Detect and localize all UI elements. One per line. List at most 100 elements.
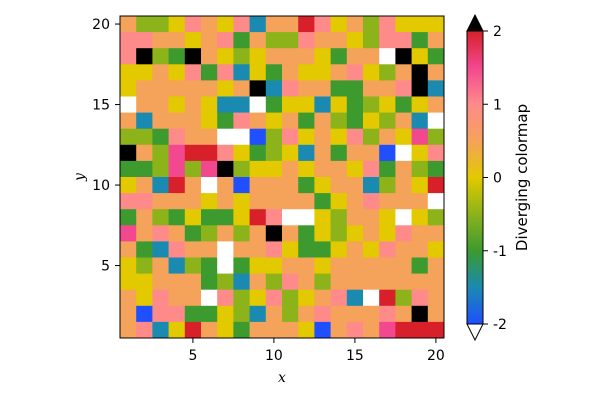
- heatmap-cell: [120, 64, 137, 81]
- heatmap-cell: [395, 225, 412, 242]
- heatmap-cell: [314, 32, 331, 49]
- heatmap-cell: [265, 16, 283, 33]
- heatmap-cell: [346, 64, 364, 81]
- x-tick-label: 15: [346, 348, 364, 364]
- heatmap-cell: [217, 128, 234, 146]
- heatmap-cell: [330, 209, 348, 226]
- heatmap-cell: [184, 80, 202, 97]
- heatmap-cell: [120, 273, 137, 291]
- heatmap-cell: [363, 32, 380, 49]
- heatmap-cell: [168, 96, 186, 113]
- heatmap-cell: [330, 289, 348, 307]
- heatmap-cell: [395, 160, 412, 178]
- heatmap-cell: [427, 177, 445, 194]
- heatmap-cell: [217, 241, 234, 258]
- heatmap-cell: [201, 160, 218, 178]
- heatmap-cell: [201, 225, 218, 242]
- heatmap-cell: [346, 305, 364, 323]
- heatmap-cell: [379, 160, 396, 178]
- heatmap-cell: [282, 177, 299, 194]
- heatmap-cell: [411, 96, 429, 113]
- heatmap-cell: [136, 48, 153, 65]
- heatmap-cell: [184, 144, 202, 162]
- heatmap-cell: [298, 64, 315, 81]
- heatmap-cell: [265, 32, 283, 49]
- heatmap-cell: [152, 32, 169, 49]
- heatmap-cell: [233, 209, 250, 226]
- heatmap-cell: [184, 289, 202, 307]
- heatmap-cell: [395, 209, 412, 226]
- heatmap-cell: [265, 289, 283, 307]
- heatmap-cell: [201, 289, 218, 307]
- heatmap-cell: [427, 160, 445, 178]
- heatmap-cell: [217, 80, 234, 97]
- heatmap-cell: [330, 305, 348, 323]
- heatmap-cell: [363, 160, 380, 178]
- heatmap-cell: [184, 241, 202, 258]
- heatmap-cell: [201, 32, 218, 49]
- heatmap-cell: [363, 112, 380, 130]
- heatmap-cell: [152, 112, 169, 130]
- heatmap-cell: [282, 32, 299, 49]
- heatmap-cell: [120, 289, 137, 307]
- heatmap-cell: [330, 257, 348, 274]
- heatmap-cell: [330, 241, 348, 258]
- heatmap-cell: [201, 193, 218, 210]
- heatmap-cell: [411, 128, 429, 146]
- heatmap-cell: [120, 209, 137, 226]
- heatmap-cell: [233, 289, 250, 307]
- heatmap-cell: [282, 160, 299, 178]
- heatmap-cell: [282, 48, 299, 65]
- heatmap-cell: [411, 289, 429, 307]
- heatmap-cell: [233, 128, 250, 146]
- heatmap-cell: [265, 80, 283, 97]
- heatmap-cell: [217, 160, 234, 178]
- heatmap-cell: [136, 209, 153, 226]
- heatmap-cell: [136, 321, 153, 339]
- heatmap-cell: [168, 80, 186, 97]
- heatmap-cell: [411, 160, 429, 178]
- colorbar-tick-label: -2: [493, 317, 507, 333]
- heatmap-cell: [217, 257, 234, 274]
- heatmap-cell: [282, 16, 299, 33]
- heatmap-cell: [314, 144, 331, 162]
- heatmap-cell: [233, 16, 250, 33]
- heatmap-cell: [184, 96, 202, 113]
- heatmap-cell: [184, 225, 202, 242]
- heatmap-cell: [152, 48, 169, 65]
- heatmap-cell: [249, 305, 267, 323]
- heatmap-cell: [363, 96, 380, 113]
- heatmap-cell: [136, 160, 153, 178]
- heatmap-cell: [233, 321, 250, 339]
- heatmap-cell: [249, 144, 267, 162]
- heatmap-cell: [298, 305, 315, 323]
- heatmap-cell: [136, 64, 153, 81]
- heatmap-cell: [152, 257, 169, 274]
- heatmap-cell: [298, 16, 315, 33]
- heatmap-cell: [233, 64, 250, 81]
- heatmap-cell: [395, 64, 412, 81]
- heatmap-cell: [298, 80, 315, 97]
- heatmap-cell: [427, 112, 445, 130]
- heatmap-cell: [379, 96, 396, 113]
- heatmap-cell: [363, 289, 380, 307]
- heatmap-cell: [395, 96, 412, 113]
- heatmap-cell: [379, 144, 396, 162]
- heatmap-cell: [330, 177, 348, 194]
- heatmap-cell: [379, 32, 396, 49]
- heatmap-cell: [136, 177, 153, 194]
- heatmap-cell: [265, 257, 283, 274]
- heatmap-cell: [184, 16, 202, 33]
- heatmap-cell: [314, 96, 331, 113]
- heatmap-cell: [249, 273, 267, 291]
- heatmap-cell: [330, 273, 348, 291]
- heatmap-cell: [136, 289, 153, 307]
- heatmap-cell: [265, 305, 283, 323]
- heatmap-cell: [395, 48, 412, 65]
- heatmap-cell: [363, 128, 380, 146]
- heatmap-cell: [201, 321, 218, 339]
- heatmap-cell: [282, 80, 299, 97]
- x-axis: 5 10 15 20: [188, 338, 445, 364]
- heatmap-cell: [184, 321, 202, 339]
